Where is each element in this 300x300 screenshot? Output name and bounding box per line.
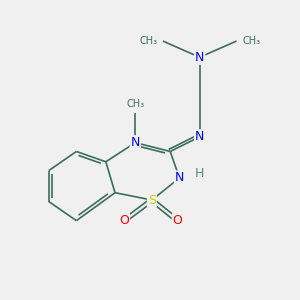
Text: N: N — [130, 136, 140, 149]
Text: H: H — [195, 167, 204, 180]
Text: O: O — [173, 214, 182, 227]
Text: CH₃: CH₃ — [242, 36, 260, 46]
Text: N: N — [195, 130, 204, 143]
Text: CH₃: CH₃ — [126, 99, 144, 109]
Text: CH₃: CH₃ — [139, 36, 158, 46]
Text: N: N — [175, 172, 184, 184]
Text: O: O — [119, 214, 129, 227]
Text: N: N — [195, 51, 204, 64]
Text: S: S — [148, 194, 156, 207]
